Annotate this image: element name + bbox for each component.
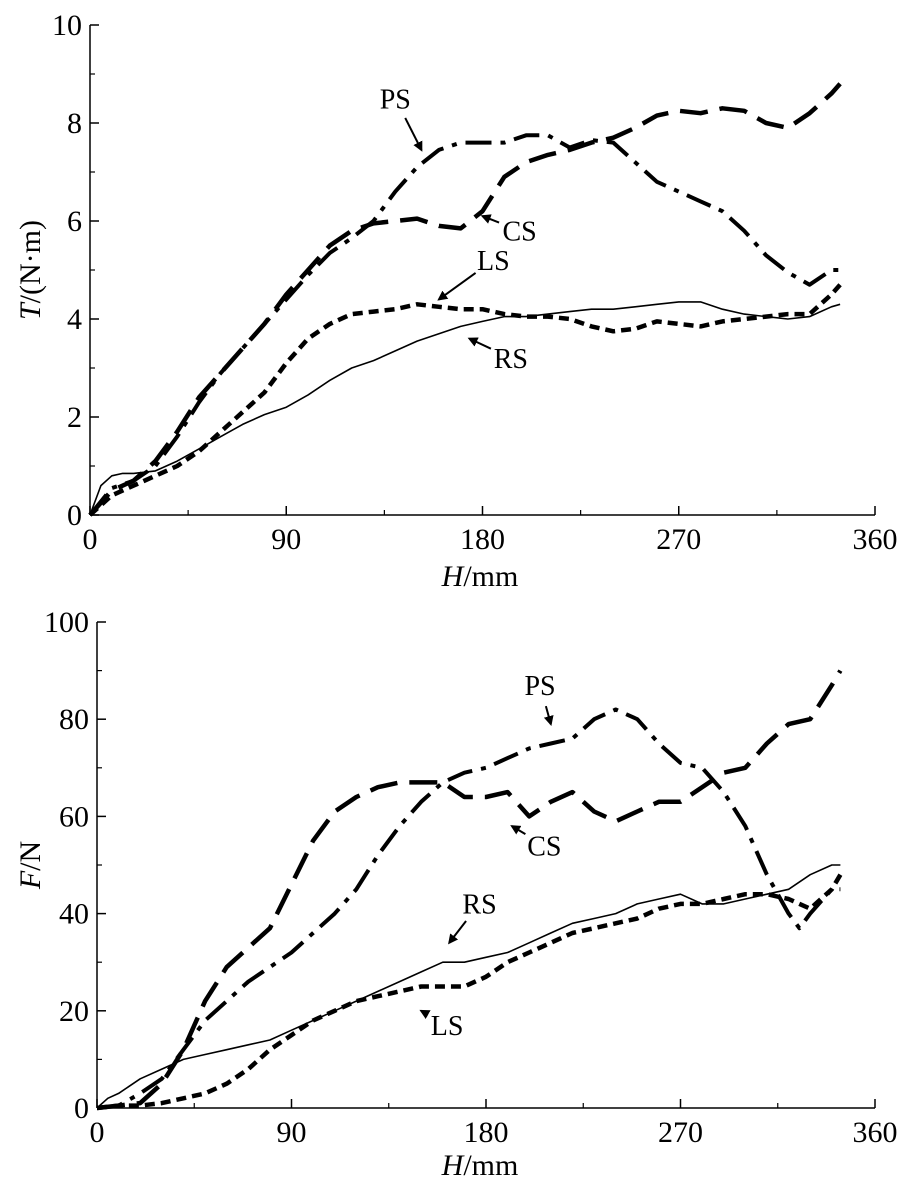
axes-lines [96, 622, 875, 1109]
x-tick-label: 180 [464, 1116, 509, 1149]
y-tick-label: 8 [67, 107, 82, 140]
x-tick-label: 360 [853, 1116, 898, 1149]
series-label-cs: CS [502, 217, 536, 248]
series-line-cs [88, 82, 842, 517]
x-tick-label: 0 [90, 1116, 105, 1149]
series-line-ls [88, 283, 842, 517]
x-tick-label: 180 [460, 523, 505, 556]
series-line-ps [96, 707, 841, 1110]
annotation-arrow-cs [480, 214, 500, 224]
y-tick-label: 80 [59, 703, 89, 736]
series-lines [96, 669, 843, 1111]
series-label-ls: LS [477, 246, 510, 277]
y-tick-label: 10 [52, 9, 82, 42]
series-label-cs: CS [527, 831, 561, 862]
x-tick-label: 0 [83, 523, 98, 556]
annotation-arrow-rs [467, 337, 492, 350]
y-tick-label: 4 [67, 303, 82, 336]
annotation-arrow-ls [419, 1009, 431, 1020]
series-line-rs [96, 864, 841, 1109]
y-tick-label: 20 [59, 995, 89, 1028]
annotations: PS CS RS LS [419, 671, 561, 1042]
x-tick-label: 360 [853, 523, 898, 556]
y-tick-label: 60 [59, 800, 89, 833]
y-tick-label: 0 [74, 1092, 89, 1125]
series-lines [88, 82, 842, 517]
y-tick-label: 2 [67, 401, 82, 434]
y-axis-title: T/(N·m) [14, 220, 47, 320]
x-axis-title: H/mm [441, 1149, 519, 1182]
annotation-arrow-ps [404, 117, 423, 152]
x-tick-label: 270 [656, 523, 701, 556]
series-label-rs: RS [494, 344, 528, 375]
ticks: 0 90 180 270 360 0 2 4 6 8 10 [52, 9, 898, 556]
series-line-ps [88, 133, 841, 517]
series-line-ls [96, 873, 843, 1111]
annotation-arrow-cs [510, 825, 526, 835]
x-tick-label: 90 [277, 1116, 307, 1149]
series-label-ps: PS [524, 671, 555, 702]
series-label-rs: RS [462, 890, 496, 921]
x-tick-label: 90 [271, 523, 301, 556]
annotation-arrow-rs [448, 920, 467, 945]
ticks: 0 90 180 270 360 0 20 40 60 80 100 [44, 606, 898, 1149]
y-tick-label: 40 [59, 898, 89, 931]
y-axis-title: F/N [14, 841, 47, 890]
series-line-rs [89, 301, 841, 516]
y-tick-label: 6 [67, 205, 82, 238]
series-label-ls: LS [431, 1011, 464, 1042]
force-chart: 0 90 180 270 360 0 20 40 60 80 100 PS CS RS LS F/N H/… [14, 606, 898, 1182]
y-tick-label: 0 [67, 499, 82, 532]
series-line-cs [96, 669, 843, 1111]
annotation-arrow-ps [543, 705, 554, 726]
annotation-arrow-ls [437, 272, 477, 301]
x-axis-title: H/mm [441, 560, 519, 593]
y-tick-label: 100 [44, 606, 89, 639]
x-tick-label: 270 [658, 1116, 703, 1149]
series-label-ps: PS [380, 84, 411, 115]
